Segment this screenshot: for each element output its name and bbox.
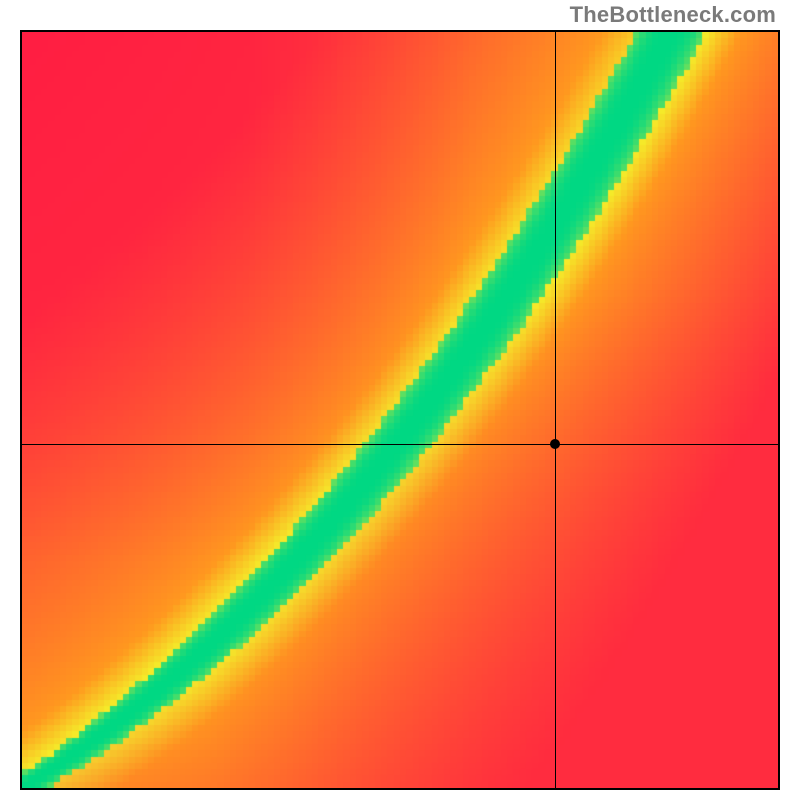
marker-dot xyxy=(550,439,560,449)
crosshair-vertical xyxy=(555,32,556,788)
crosshair-horizontal xyxy=(22,444,778,445)
heatmap-canvas xyxy=(22,32,778,788)
plot-area xyxy=(20,30,780,790)
watermark-label: TheBottleneck.com xyxy=(570,2,776,28)
chart-container: TheBottleneck.com xyxy=(0,0,800,800)
